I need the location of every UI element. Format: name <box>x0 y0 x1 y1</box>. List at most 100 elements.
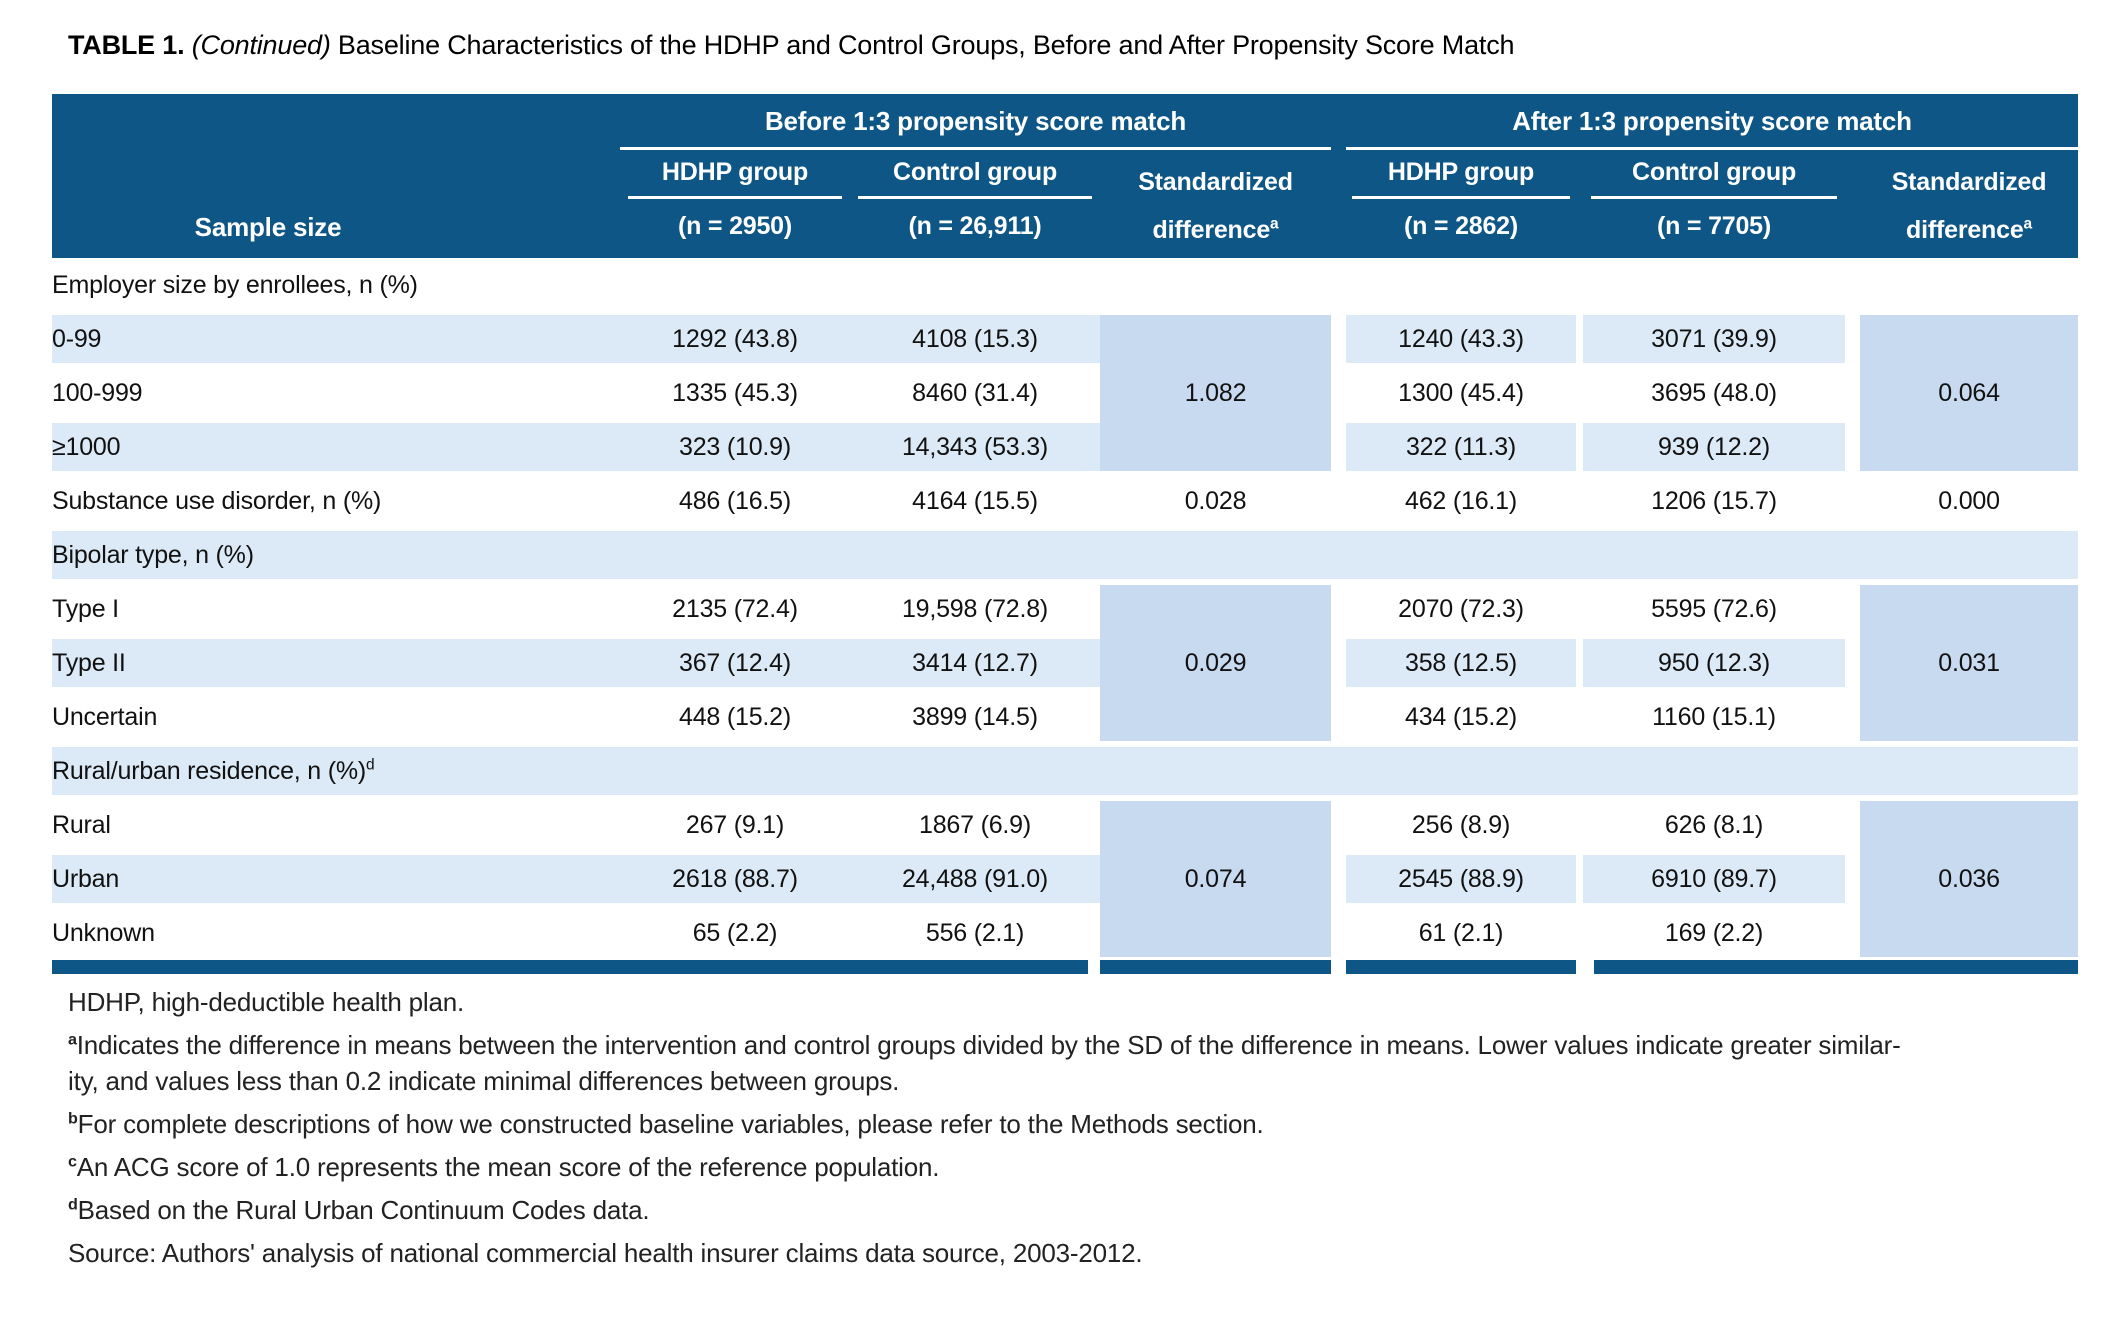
cell-before-hdhp: 323 (10.9) <box>620 420 850 474</box>
footnote-c: cAn ACG score of 1.0 represents the mean… <box>68 1149 2063 1185</box>
row-label-header-sample-size: Sample size <box>194 212 342 242</box>
cell-before-control: 1867 (6.9) <box>850 798 1100 852</box>
cell-after-hdhp: 358 (12.5) <box>1346 636 1576 690</box>
footnotes: HDHP, high-deductible health plan. aIndi… <box>68 984 2063 1278</box>
row-label: Urban <box>52 852 620 906</box>
table-continued-flag: (Continued) <box>191 30 331 60</box>
footnote-b: bFor complete descriptions of how we con… <box>68 1106 2063 1142</box>
std-word: difference <box>1906 216 2024 244</box>
column-gutter <box>1845 636 1860 690</box>
footnote-d-marker: d <box>68 1195 78 1214</box>
column-gutter <box>1331 366 1346 420</box>
data-row-urban: Urban 2618 (88.7) 24,488 (91.0) 2545 (88… <box>52 852 2078 906</box>
cell-after-hdhp: 1300 (45.4) <box>1346 366 1576 420</box>
cell-after-control: 6910 (89.7) <box>1583 852 1845 906</box>
cell-before-hdhp: 2618 (88.7) <box>620 852 850 906</box>
column-gutter <box>1331 312 1346 366</box>
bottom-rule-segment <box>52 960 1088 974</box>
cell-before-hdhp: 2135 (72.4) <box>620 582 850 636</box>
col-header-after-control: Control group <box>1631 158 1797 186</box>
cell-after-hdhp: 1240 (43.3) <box>1346 312 1576 366</box>
cell-after-control: 1160 (15.1) <box>1583 690 1845 744</box>
section-row-rural-urban: Rural/urban residence, n (%)d <box>52 744 2079 798</box>
column-gutter <box>1331 474 1346 528</box>
column-gutter <box>1576 636 1583 690</box>
data-row-uncertain: Uncertain 448 (15.2) 3899 (14.5) 434 (15… <box>52 690 2078 744</box>
bottom-rule-gap <box>1576 960 1594 974</box>
cell-before-control: 24,488 (91.0) <box>850 852 1100 906</box>
table-body: Employer size by enrollees, n (%) 0-99 1… <box>52 258 2079 960</box>
table-title: TABLE 1. (Continued) Baseline Characteri… <box>68 30 1515 61</box>
column-gutter <box>1331 636 1346 690</box>
column-gutter <box>1576 420 1583 474</box>
column-gutter <box>1576 582 1583 636</box>
section-label: Employer size by enrollees, n (%) <box>52 258 2079 312</box>
cell-after-std-block: 0.031 <box>1860 582 2079 744</box>
col-underline-after-control <box>1591 196 1837 199</box>
col-header-before-std-line1: Standardized <box>1138 168 1293 196</box>
data-row-substance-use: Substance use disorder, n (%) 486 (16.5)… <box>52 474 2079 528</box>
bottom-rule-segment <box>1100 960 1331 974</box>
column-gutter <box>1845 582 1860 636</box>
col-underline-before-hdhp <box>628 196 842 199</box>
col-header-after-hdhp: HDHP group <box>1387 158 1535 186</box>
cell-after-control: 950 (12.3) <box>1583 636 1845 690</box>
column-gutter <box>1845 852 1860 906</box>
col-n-before-hdhp: (n = 2950) <box>677 212 793 240</box>
col-n-after-hdhp: (n = 2862) <box>1403 212 1519 240</box>
cell-before-control: 4108 (15.3) <box>850 312 1100 366</box>
cell-after-std-block: 0.064 <box>1860 312 2079 474</box>
table-header: Before 1:3 propensity score match After … <box>52 94 2078 258</box>
column-gutter <box>1576 906 1583 960</box>
row-label: Type I <box>52 582 620 636</box>
cell-before-control: 19,598 (72.8) <box>850 582 1100 636</box>
bottom-rule-segment <box>1346 960 1576 974</box>
row-label: Type II <box>52 636 620 690</box>
row-label: Unknown <box>52 906 620 960</box>
cell-after-hdhp: 2545 (88.9) <box>1346 852 1576 906</box>
col-header-after-std-line2: differencea <box>1860 216 2078 245</box>
bottom-rule-gap <box>1088 960 1100 974</box>
table-title-text: Baseline Characteristics of the HDHP and… <box>330 30 1515 60</box>
spanner-before-underline <box>620 147 1331 150</box>
section-label: Bipolar type, n (%) <box>52 528 2079 582</box>
footnote-a: aIndicates the difference in means betwe… <box>68 1027 2063 1099</box>
footnote-c-text: An ACG score of 1.0 represents the mean … <box>76 1152 940 1182</box>
column-gutter <box>1845 798 1860 852</box>
column-gutter <box>1845 906 1860 960</box>
col-n-before-control: (n = 26,911) <box>908 212 1042 240</box>
col-header-before-std-line2: differencea <box>1100 216 1331 245</box>
spanner-after-match: After 1:3 propensity score match <box>1512 106 1912 136</box>
column-gutter <box>1845 366 1860 420</box>
column-gutter <box>1331 906 1346 960</box>
footnote-b-marker: b <box>68 1109 78 1128</box>
cell-after-control: 1206 (15.7) <box>1583 474 1845 528</box>
std-footnote-sup: a <box>2023 215 2033 233</box>
cell-before-control: 3414 (12.7) <box>850 636 1100 690</box>
cell-after-hdhp: 2070 (72.3) <box>1346 582 1576 636</box>
cell-before-hdhp: 267 (9.1) <box>620 798 850 852</box>
column-gutter <box>1576 852 1583 906</box>
column-gutter <box>1845 690 1860 744</box>
cell-before-std-block: 0.029 <box>1100 582 1331 744</box>
col-header-before-hdhp: HDHP group <box>661 158 809 186</box>
col-n-after-control: (n = 7705) <box>1656 212 1772 240</box>
bottom-rule-gap <box>1331 960 1346 974</box>
column-gutter <box>1845 312 1860 366</box>
footnote-source: Source: Authors' analysis of national co… <box>68 1238 1143 1268</box>
cell-after-hdhp: 434 (15.2) <box>1346 690 1576 744</box>
row-label: 0-99 <box>52 312 620 366</box>
cell-after-hdhp: 61 (2.1) <box>1346 906 1576 960</box>
column-gutter <box>1576 474 1583 528</box>
cell-before-std-block: 1.082 <box>1100 312 1331 474</box>
footnote-abbrev: HDHP, high-deductible health plan. <box>68 987 464 1017</box>
data-row-rural: Rural 267 (9.1) 1867 (6.9) 0.074 256 (8.… <box>52 798 2079 960</box>
footnote-d-text: Based on the Rural Urban Continuum Codes… <box>77 1195 650 1225</box>
std-word: difference <box>1152 216 1271 244</box>
cell-after-control: 169 (2.2) <box>1583 906 1845 960</box>
std-footnote-sup: a <box>1270 215 1279 233</box>
table-bottom-rule <box>52 960 2078 974</box>
cell-after-std-block: 0.036 <box>1860 798 2079 960</box>
footnote-a-marker: a <box>68 1030 77 1049</box>
